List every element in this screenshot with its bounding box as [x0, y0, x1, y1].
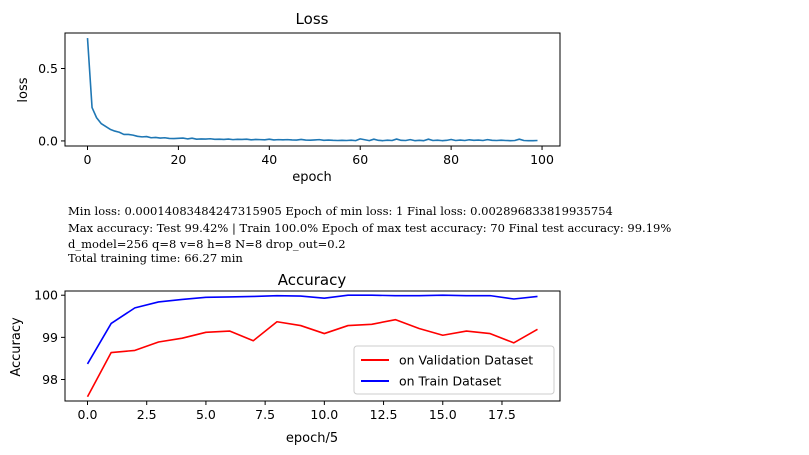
accuracy-y-tick-label: 100	[34, 288, 58, 303]
loss-y-tick-label: 0.5	[38, 61, 58, 76]
accuracy-y-ticks: 98 99 100	[34, 288, 65, 387]
loss-x-tick-label: 20	[170, 152, 186, 167]
loss-x-tick-label: 0	[84, 152, 92, 167]
accuracy-legend: on Validation Dataset on Train Dataset	[353, 345, 555, 395]
accuracy-x-tick-label: 17.5	[488, 407, 516, 422]
accuracy-x-tick-label: 5.0	[196, 407, 216, 422]
loss-chart-title: Loss	[296, 10, 329, 28]
accuracy-axes-frame	[64, 290, 561, 402]
legend-label-train: on Train Dataset	[399, 374, 502, 389]
accuracy-x-tick-label: 2.5	[137, 407, 157, 422]
accuracy-x-tick-label: 10.0	[310, 407, 338, 422]
loss-x-tick-label: 100	[530, 152, 554, 167]
accuracy-validation-line	[86, 318, 538, 398]
accuracy-plot-area	[86, 294, 538, 398]
accuracy-x-tick-label: 15.0	[429, 407, 457, 422]
loss-chart: Loss 0 20 40 60 80 100 0.0 0.5 epoch loss	[16, 10, 561, 185]
stats-line-loss: Min loss: 0.00014083484247315905 Epoch o…	[68, 204, 613, 218]
loss-axes-frame	[64, 32, 561, 147]
accuracy-x-tick-label: 7.5	[255, 407, 275, 422]
loss-x-tick-label: 40	[261, 152, 277, 167]
accuracy-x-tick-label: 0.0	[78, 407, 98, 422]
loss-y-tick-label: 0.0	[38, 133, 58, 148]
loss-x-ticks: 0 20 40 60 80 100	[84, 146, 554, 167]
loss-x-tick-label: 60	[352, 152, 368, 167]
accuracy-x-tick-label: 12.5	[370, 407, 398, 422]
accuracy-train-line	[86, 294, 538, 365]
training-stats: Min loss: 0.00014083484247315905 Epoch o…	[68, 204, 671, 265]
stats-line-accuracy: Max accuracy: Test 99.42% | Train 100.0%…	[68, 221, 671, 236]
accuracy-chart: Accuracy 0.0 2.5 5.0 7.5 10.0 12.5 15.0 17.5 98…	[9, 271, 561, 446]
loss-y-ticks: 0.0 0.5	[38, 61, 65, 148]
accuracy-x-axis-label: epoch/5	[286, 431, 338, 446]
stats-line-time: Total training time: 66.27 min	[68, 251, 243, 265]
accuracy-x-ticks: 0.0 2.5 5.0 7.5 10.0 12.5 15.0 17.5	[78, 401, 516, 422]
loss-y-axis-label: loss	[16, 77, 31, 102]
accuracy-chart-title: Accuracy	[278, 271, 347, 289]
stats-line-hyperparams: d_model=256 q=8 v=8 h=8 N=8 drop_out=0.2	[68, 237, 346, 251]
loss-x-tick-label: 80	[443, 152, 459, 167]
loss-series-line	[86, 38, 538, 142]
accuracy-y-tick-label: 99	[42, 330, 58, 345]
legend-box	[353, 345, 555, 395]
loss-plot-area	[86, 38, 538, 142]
accuracy-y-tick-label: 98	[42, 372, 58, 387]
legend-label-validation: on Validation Dataset	[399, 353, 533, 368]
accuracy-y-axis-label: Accuracy	[9, 317, 24, 377]
loss-x-axis-label: epoch	[292, 170, 332, 185]
